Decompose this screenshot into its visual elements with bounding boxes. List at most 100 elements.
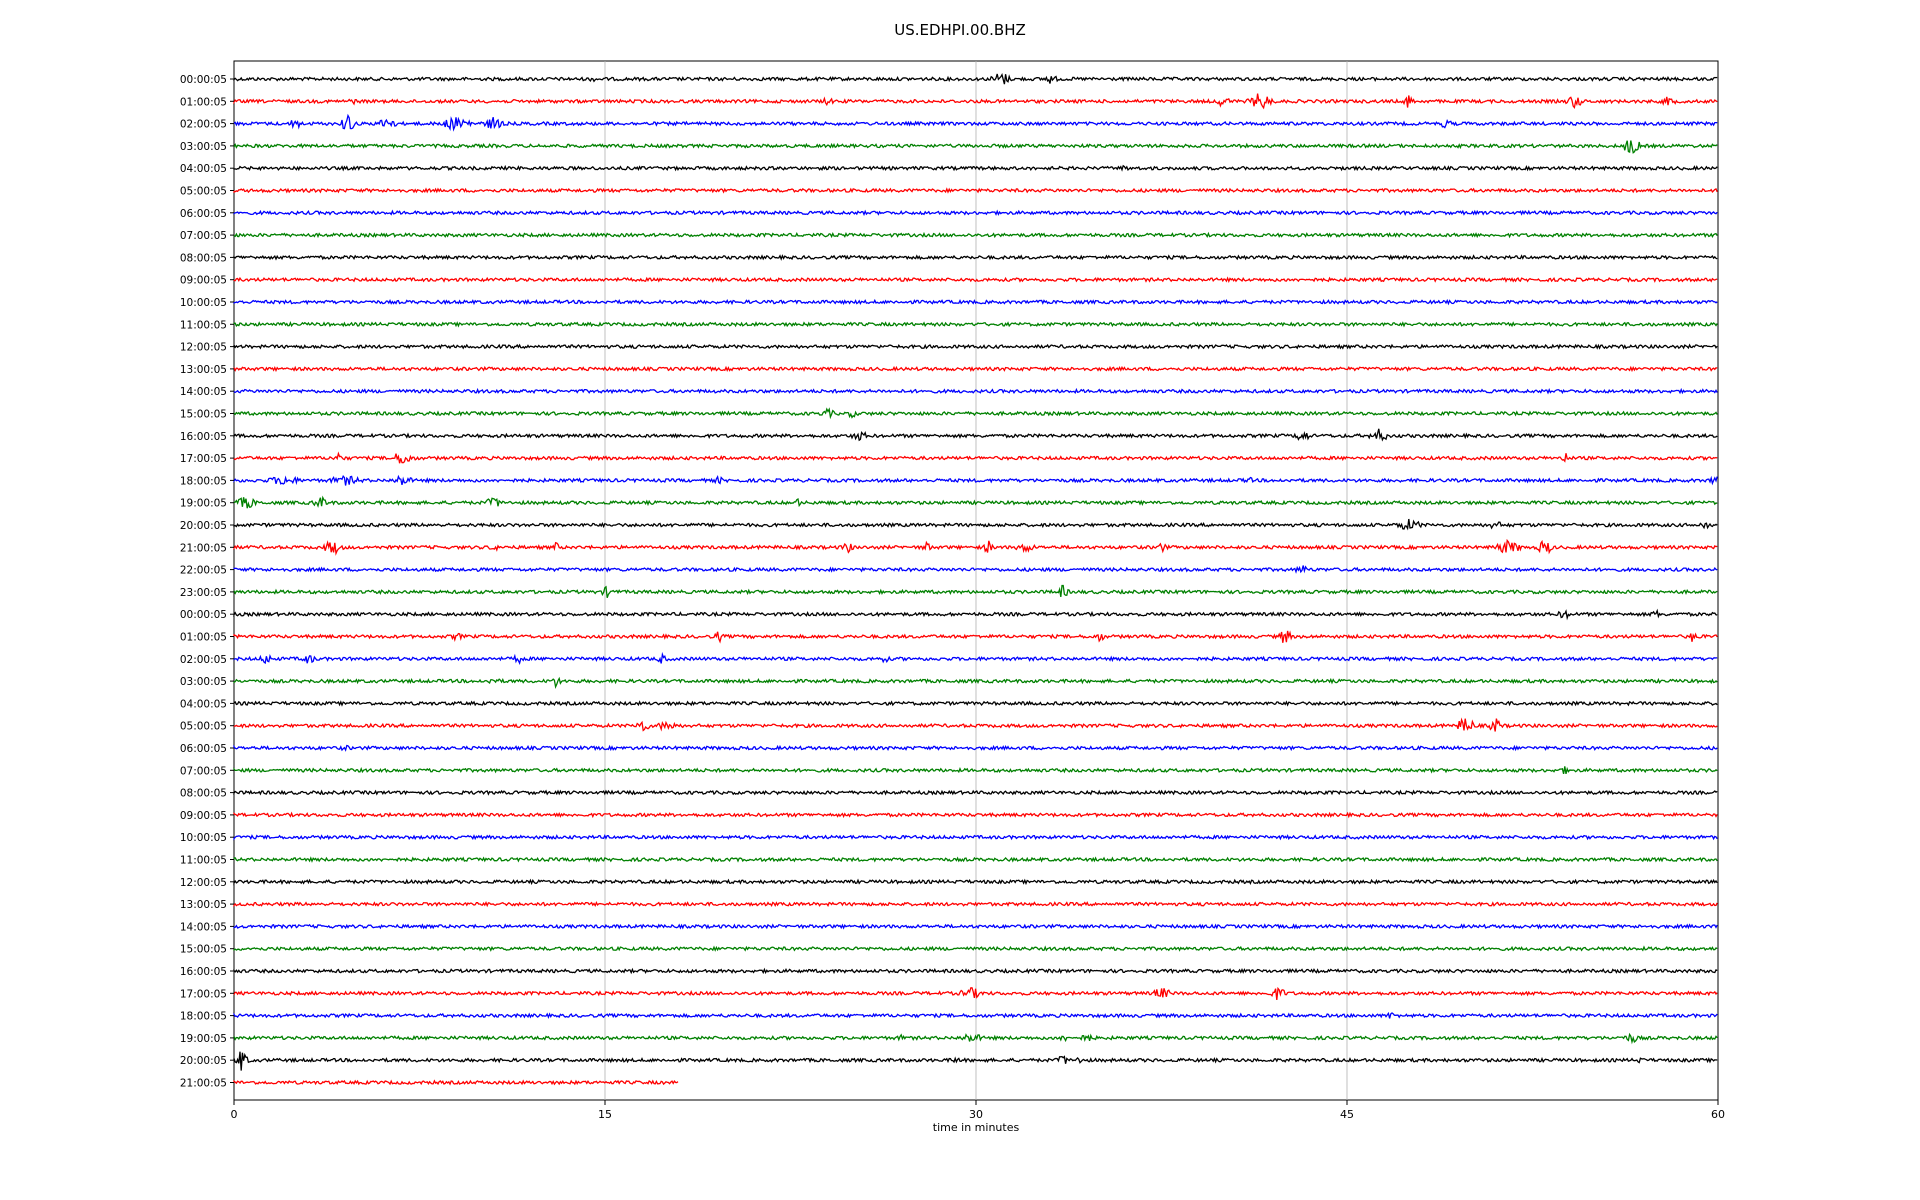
seismic-trace bbox=[233, 1032, 1718, 1045]
row-time-label: 19:00:05 bbox=[180, 1033, 227, 1045]
row-time-label: 03:00:05 bbox=[180, 676, 227, 688]
seismic-trace bbox=[233, 766, 1718, 775]
seismic-trace bbox=[233, 93, 1718, 110]
seismic-trace bbox=[233, 113, 1718, 132]
seismic-trace bbox=[233, 387, 1718, 395]
row-time-label: 13:00:05 bbox=[180, 899, 227, 911]
seismic-trace bbox=[233, 1079, 679, 1086]
seismic-trace bbox=[233, 717, 1718, 732]
row-time-label: 16:00:05 bbox=[180, 431, 227, 443]
seismic-trace bbox=[233, 451, 1718, 464]
x-tick-label: 45 bbox=[1340, 1108, 1354, 1121]
seismic-trace bbox=[233, 276, 1718, 284]
seismic-trace bbox=[233, 630, 1718, 644]
seismic-trace bbox=[233, 187, 1718, 194]
row-time-label: 09:00:05 bbox=[180, 275, 227, 287]
row-time-label: 02:00:05 bbox=[180, 654, 227, 666]
x-axis-label: time in minutes bbox=[933, 1121, 1020, 1134]
row-time-label: 00:00:05 bbox=[180, 74, 227, 86]
seismic-trace bbox=[233, 254, 1718, 261]
seismic-trace bbox=[233, 474, 1718, 486]
seismic-trace bbox=[233, 321, 1718, 328]
seismic-trace bbox=[233, 967, 1718, 975]
row-time-label: 15:00:05 bbox=[180, 409, 227, 421]
row-time-label: 06:00:05 bbox=[180, 743, 227, 755]
x-tick-label: 0 bbox=[231, 1108, 238, 1121]
seismic-trace bbox=[233, 565, 1718, 574]
seismic-trace bbox=[233, 945, 1718, 952]
row-time-label: 07:00:05 bbox=[180, 765, 227, 777]
row-time-label: 20:00:05 bbox=[180, 520, 227, 532]
seismic-trace bbox=[233, 1011, 1718, 1020]
seismic-trace bbox=[233, 923, 1718, 930]
row-time-label: 17:00:05 bbox=[180, 453, 227, 465]
seismic-trace bbox=[233, 495, 1718, 509]
x-tick-label: 60 bbox=[1711, 1108, 1725, 1121]
seismic-trace bbox=[233, 608, 1718, 621]
row-labels: 00:00:05 01:00:05 02:00:05 03:00:05 04:00:05… bbox=[180, 74, 234, 1090]
row-time-label: 23:00:05 bbox=[180, 587, 227, 599]
seismic-trace bbox=[233, 901, 1718, 908]
seismic-trace bbox=[233, 518, 1718, 531]
seismic-trace bbox=[233, 834, 1718, 841]
row-time-label: 04:00:05 bbox=[180, 163, 227, 175]
x-tick-label: 15 bbox=[598, 1108, 612, 1121]
seismic-trace bbox=[233, 428, 1718, 442]
row-time-label: 16:00:05 bbox=[180, 966, 227, 978]
seismic-trace bbox=[233, 407, 1718, 420]
row-time-label: 07:00:05 bbox=[180, 230, 227, 242]
row-time-label: 15:00:05 bbox=[180, 944, 227, 956]
seismic-trace bbox=[233, 140, 1718, 154]
seismic-trace bbox=[233, 856, 1718, 863]
row-time-label: 03:00:05 bbox=[180, 141, 227, 153]
traces bbox=[233, 72, 1718, 1086]
seismic-trace bbox=[233, 584, 1718, 598]
row-time-label: 01:00:05 bbox=[180, 96, 227, 108]
row-time-label: 20:00:05 bbox=[180, 1055, 227, 1067]
seismic-trace bbox=[233, 231, 1718, 239]
row-time-label: 05:00:05 bbox=[180, 721, 227, 733]
row-time-label: 10:00:05 bbox=[180, 832, 227, 844]
seismic-trace bbox=[233, 811, 1718, 819]
row-time-label: 18:00:05 bbox=[180, 1011, 227, 1023]
row-time-label: 02:00:05 bbox=[180, 119, 227, 131]
seismic-trace bbox=[233, 538, 1718, 556]
chart-title: US.EDHPI.00.BHZ bbox=[894, 21, 1026, 39]
row-time-label: 09:00:05 bbox=[180, 810, 227, 822]
seismic-trace bbox=[233, 676, 1718, 689]
row-time-label: 18:00:05 bbox=[180, 475, 227, 487]
row-time-label: 00:00:05 bbox=[180, 609, 227, 621]
seismic-trace bbox=[233, 72, 1718, 85]
row-time-label: 14:00:05 bbox=[180, 921, 227, 933]
row-time-label: 01:00:05 bbox=[180, 632, 227, 644]
seismic-trace bbox=[233, 298, 1718, 306]
x-tick-label: 30 bbox=[969, 1108, 983, 1121]
seismic-trace bbox=[233, 164, 1718, 172]
row-time-label: 08:00:05 bbox=[180, 252, 227, 264]
seismic-trace bbox=[233, 878, 1718, 886]
x-axis: 0 15 30 45 60 bbox=[231, 1100, 1725, 1121]
row-time-label: 10:00:05 bbox=[180, 297, 227, 309]
row-time-label: 12:00:05 bbox=[180, 342, 227, 354]
row-time-label: 21:00:05 bbox=[180, 542, 227, 554]
seismic-trace bbox=[233, 789, 1718, 796]
row-time-label: 14:00:05 bbox=[180, 386, 227, 398]
seismic-trace bbox=[233, 343, 1718, 350]
seismic-trace bbox=[233, 651, 1718, 666]
row-time-label: 08:00:05 bbox=[180, 788, 227, 800]
row-time-label: 06:00:05 bbox=[180, 208, 227, 220]
row-time-label: 05:00:05 bbox=[180, 186, 227, 198]
grid-lines bbox=[604, 61, 1348, 1100]
row-time-label: 12:00:05 bbox=[180, 877, 227, 889]
seismic-trace bbox=[233, 365, 1718, 373]
row-time-label: 13:00:05 bbox=[180, 364, 227, 376]
seismic-trace bbox=[233, 744, 1718, 752]
row-time-label: 21:00:05 bbox=[180, 1078, 227, 1090]
seismic-trace bbox=[233, 1051, 1718, 1071]
row-time-label: 04:00:05 bbox=[180, 698, 227, 710]
row-time-label: 11:00:05 bbox=[180, 319, 227, 331]
row-time-label: 19:00:05 bbox=[180, 498, 227, 510]
seismic-trace bbox=[233, 986, 1718, 1001]
row-time-label: 22:00:05 bbox=[180, 565, 227, 577]
